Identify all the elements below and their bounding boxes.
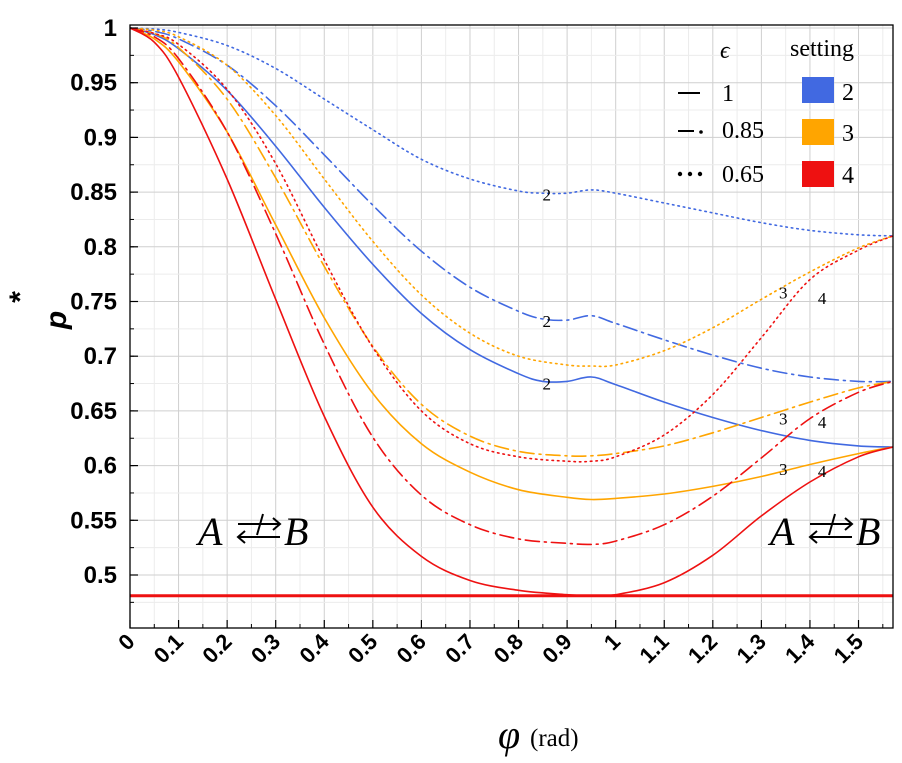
legend-epsilon-label: 0.85 (722, 118, 764, 144)
legend: ϵ setting 1 0.85 0.65 2 3 4 (677, 36, 854, 189)
series-line-setting-3-dotted (130, 27, 893, 368)
y-tick-label: 0.95 (70, 70, 117, 97)
y-axis-label-superscript: * (4, 291, 37, 304)
series-line-setting-3-dashdot (130, 27, 893, 457)
curve-labels: 2 2 2 3 3 3 4 4 4 (542, 185, 826, 481)
plot-frame (129, 24, 894, 629)
legend-setting-title: setting (790, 36, 854, 62)
region-left-b: B (284, 509, 308, 554)
region-label-left: A B (195, 509, 308, 554)
series-line-setting-2-dashdot (130, 27, 893, 383)
legend-epsilon-label: 0.65 (722, 162, 764, 188)
region-right-b: B (856, 509, 880, 554)
legend-swatch-setting-2 (802, 77, 834, 103)
series-line-setting-4-dashdot (130, 27, 893, 546)
x-axis-label: φ (498, 712, 520, 757)
legend-setting-label: 4 (842, 163, 854, 189)
y-tick-label: 0.7 (84, 343, 117, 370)
series-line-setting-3-solid (130, 27, 893, 501)
series-layer (130, 27, 893, 597)
legend-swatch-setting-4 (802, 161, 834, 187)
curve-label: 3 (779, 410, 788, 429)
legend-entry-dotted: 0.65 (677, 162, 764, 188)
curve-label: 2 (542, 312, 551, 331)
y-tick-label: 0.5 (84, 562, 117, 589)
legend-epsilon-label: 1 (722, 81, 734, 107)
x-axis-label-unit: (rad) (530, 725, 579, 752)
legend-setting-label: 3 (842, 121, 854, 147)
curve-label: 4 (818, 462, 827, 481)
y-tick-label: 0.8 (84, 234, 117, 261)
y-tick-label: 0.75 (70, 289, 117, 316)
series-line-setting-2-dotted (130, 27, 893, 237)
legend-entry-dashdot: 0.85 (678, 118, 764, 144)
y-tick-label: 0.65 (70, 398, 117, 425)
y-tick-label: 1 (104, 15, 117, 42)
curve-label: 2 (542, 185, 551, 204)
grid (129, 25, 893, 628)
y-tick-label: 0.85 (70, 179, 117, 206)
curve-label: 3 (779, 460, 788, 479)
y-tick-labels: 0.5 0.55 0.6 0.65 0.7 0.75 0.8 0.85 0.9 0.95 1 (70, 15, 117, 589)
legend-swatch-setting-3 (802, 119, 834, 145)
y-tick-label: 0.55 (70, 507, 117, 534)
curve-label: 3 (779, 284, 788, 303)
y-tick-label: 0.6 (84, 453, 117, 480)
y-axis-label: p (40, 311, 73, 330)
region-label-right: A B (767, 509, 880, 554)
curve-label: 2 (542, 375, 551, 394)
curve-label: 4 (818, 289, 827, 308)
legend-dashdot-dot-icon (699, 130, 703, 134)
not-arrow-left-icon (236, 513, 282, 544)
region-right-a: A (767, 509, 795, 554)
series-line-setting-4-solid (130, 27, 893, 597)
legend-dot-icon (697, 171, 703, 177)
region-left-a: A (195, 509, 223, 554)
legend-epsilon-title: ϵ (720, 38, 731, 64)
tick-marks (129, 27, 884, 628)
y-tick-label: 0.9 (84, 124, 117, 151)
legend-entry-solid: 1 (678, 81, 734, 107)
legend-setting-label: 2 (842, 80, 854, 106)
curve-label: 4 (818, 413, 827, 432)
legend-dot-icon (677, 171, 683, 177)
not-arrow-right-icon (808, 513, 854, 544)
legend-dot-icon (687, 171, 693, 177)
